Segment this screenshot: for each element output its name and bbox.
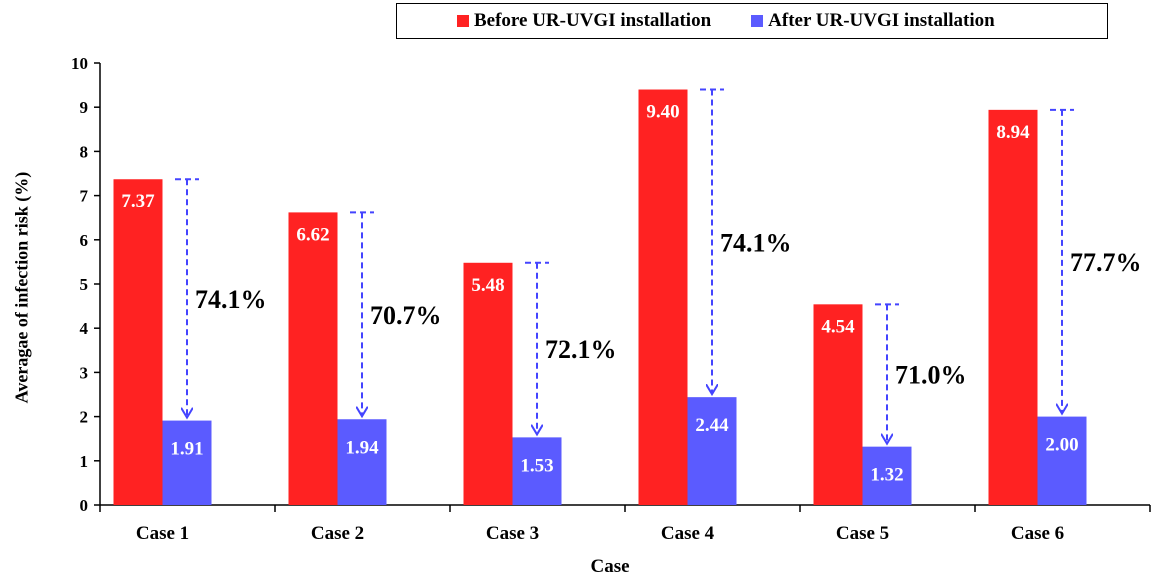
y-tick-label: 3 bbox=[80, 363, 89, 382]
bar-before bbox=[638, 89, 688, 506]
legend-item-after: After UR-UVGI installation bbox=[751, 10, 995, 32]
bar-before bbox=[113, 179, 163, 505]
legend: Before UR-UVGI installation After UR-UVG… bbox=[396, 3, 1108, 39]
bar-label-before: 7.37 bbox=[121, 191, 155, 212]
reduction-label: 74.1% bbox=[195, 285, 267, 314]
bar-label-before: 4.54 bbox=[821, 316, 855, 337]
bar-after bbox=[687, 397, 737, 505]
legend-swatch-before bbox=[457, 15, 469, 27]
y-tick-label: 6 bbox=[80, 231, 89, 250]
reduction-label: 70.7% bbox=[370, 301, 442, 330]
reduction-label: 72.1% bbox=[545, 335, 617, 364]
bar-after bbox=[862, 446, 912, 505]
bar-before bbox=[813, 304, 863, 505]
legend-item-before: Before UR-UVGI installation bbox=[457, 10, 711, 32]
bar-before bbox=[463, 262, 513, 505]
bar-label-after: 2.00 bbox=[1045, 435, 1078, 456]
bar-label-before: 9.40 bbox=[646, 102, 679, 123]
bar-after bbox=[512, 437, 562, 505]
y-tick-label: 4 bbox=[80, 319, 89, 338]
legend-label-after: After UR-UVGI installation bbox=[768, 10, 995, 31]
bar-label-after: 1.91 bbox=[170, 439, 203, 460]
x-tick-label: Case 5 bbox=[836, 523, 889, 544]
y-tick-label: 0 bbox=[80, 496, 89, 515]
legend-swatch-after bbox=[751, 15, 764, 27]
bar-label-after: 1.94 bbox=[345, 437, 379, 458]
y-tick-label: 2 bbox=[80, 408, 89, 427]
x-tick-label: Case 1 bbox=[136, 523, 189, 544]
bar-label-after: 1.32 bbox=[870, 465, 903, 486]
x-tick-label: Case 4 bbox=[661, 523, 715, 544]
y-tick-label: 8 bbox=[80, 142, 89, 161]
reduction-label: 71.0% bbox=[895, 360, 967, 389]
bar-after bbox=[162, 420, 212, 505]
bar-label-after: 1.53 bbox=[520, 455, 553, 476]
x-tick-label: Case 6 bbox=[1011, 523, 1064, 544]
x-axis-label: Case bbox=[590, 556, 630, 577]
y-tick-label: 1 bbox=[80, 452, 89, 471]
x-tick-label: Case 3 bbox=[486, 523, 539, 544]
bar-before bbox=[288, 212, 338, 505]
bar-after bbox=[337, 419, 387, 505]
bar-label-before: 5.48 bbox=[471, 275, 504, 296]
reduction-label: 77.7% bbox=[1070, 248, 1142, 277]
bar-after bbox=[1037, 416, 1087, 505]
legend-label-before: Before UR-UVGI installation bbox=[474, 10, 712, 31]
y-tick-label: 5 bbox=[80, 275, 89, 294]
y-tick-label: 10 bbox=[71, 54, 88, 73]
reduction-label: 74.1% bbox=[720, 228, 792, 257]
y-tick-label: 9 bbox=[80, 98, 89, 117]
bar-label-before: 8.94 bbox=[996, 122, 1030, 143]
bar-label-before: 6.62 bbox=[296, 224, 329, 245]
bar-label-after: 2.44 bbox=[695, 415, 729, 436]
x-tick-label: Case 2 bbox=[311, 523, 364, 544]
bar-before bbox=[988, 109, 1038, 506]
y-tick-label: 7 bbox=[80, 187, 89, 206]
